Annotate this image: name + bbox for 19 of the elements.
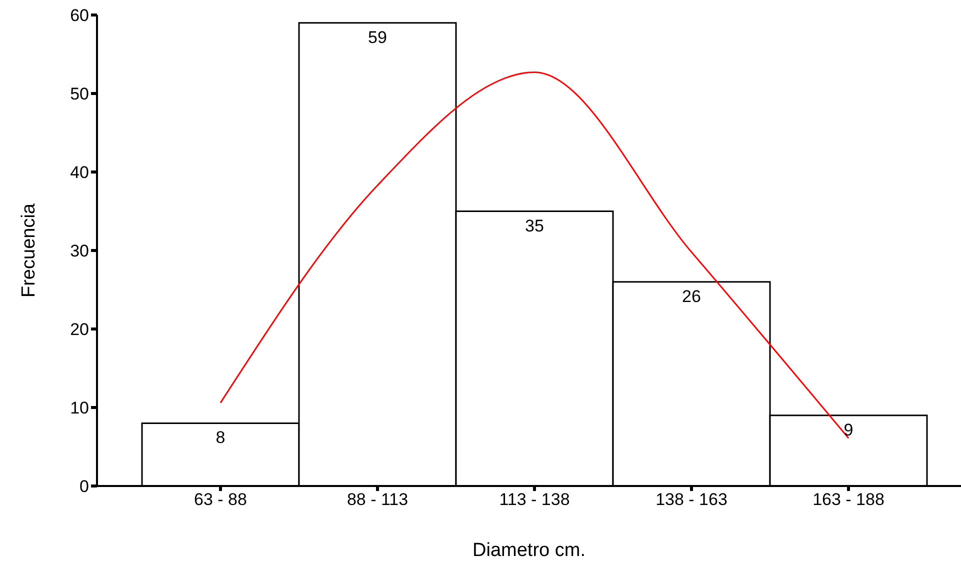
x-tick-label: 63 - 88 bbox=[194, 490, 247, 510]
y-tick-label: 30 bbox=[70, 242, 89, 261]
y-tick-label: 50 bbox=[70, 84, 89, 104]
y-tick-label: 60 bbox=[70, 6, 89, 26]
x-axis-title: Diametro cm. bbox=[472, 540, 586, 561]
x-tick-label: 163 - 188 bbox=[812, 490, 884, 510]
data-label: 35 bbox=[525, 216, 544, 236]
data-label: 9 bbox=[844, 420, 854, 440]
x-tick-label: 138 - 163 bbox=[656, 490, 728, 510]
y-axis-title: Frecuencia bbox=[18, 203, 40, 298]
y-tick-label: 0 bbox=[80, 477, 89, 496]
x-tick-label: 88 - 113 bbox=[346, 490, 408, 510]
y-tick-label: 20 bbox=[70, 320, 89, 340]
x-tick-label: 113 - 138 bbox=[499, 490, 570, 510]
y-tick-label: 10 bbox=[70, 398, 89, 418]
data-label: 59 bbox=[368, 28, 387, 47]
y-tick-label: 40 bbox=[70, 163, 89, 182]
data-label: 26 bbox=[682, 286, 701, 306]
data-label: 8 bbox=[216, 428, 226, 448]
